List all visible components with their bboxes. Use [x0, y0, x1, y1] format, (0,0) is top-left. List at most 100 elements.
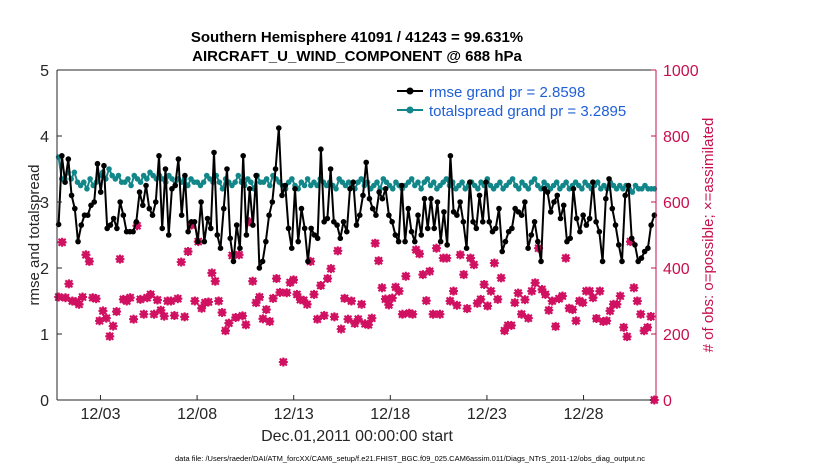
rmse-point — [298, 205, 305, 212]
totalspread-point — [443, 176, 450, 182]
rmse-point — [269, 199, 276, 205]
rmse-point — [538, 258, 544, 265]
rmse-point — [441, 209, 447, 215]
totalspread-point — [263, 176, 270, 182]
rmse-point — [509, 225, 515, 232]
rmse-point — [389, 219, 395, 225]
totalspread-point — [301, 182, 308, 189]
totalspread-point — [629, 189, 636, 195]
rmse-point — [522, 199, 528, 205]
totalspread-point — [80, 179, 87, 185]
rmse-point — [72, 205, 78, 212]
obs-assimilated-point — [493, 294, 503, 304]
obs-assimilated-point — [414, 249, 424, 259]
rmse-point — [360, 192, 366, 199]
obs-assimilated-point — [237, 311, 247, 321]
obs-assimilated-point — [346, 296, 356, 306]
rmse-point — [603, 195, 609, 202]
rmse-point — [198, 199, 204, 205]
obs-assimilated-point — [289, 275, 299, 285]
left-tick-label: 1 — [40, 327, 49, 344]
rmse-point — [373, 212, 379, 218]
rmse-point — [318, 146, 324, 152]
x-axis-ticks: 12/03 12/08 12/13 12/18 12/23 12/28 — [80, 395, 604, 423]
rmse-point — [557, 215, 564, 222]
obs-assimilated-point — [125, 293, 135, 303]
rmse-point — [437, 238, 444, 245]
rmse-point — [143, 182, 149, 189]
rmse-point — [292, 186, 298, 192]
rmse-point — [463, 245, 470, 251]
obs-assimilated-point — [431, 243, 441, 253]
left-axis-ticks: 0 1 2 3 4 5 — [40, 63, 62, 410]
obs-assimilated-point — [629, 283, 639, 293]
obs-assimilated-point — [455, 250, 465, 260]
obs-assimilated-point — [374, 256, 384, 266]
rmse-point — [525, 245, 531, 251]
obs-assimilated-point — [585, 286, 595, 296]
rmse-point — [75, 238, 81, 245]
rmse-point — [606, 176, 612, 182]
obs-assimilated-point — [169, 311, 179, 321]
rmse-point — [146, 205, 153, 212]
rmse-point — [622, 192, 629, 199]
rmse-point — [395, 238, 402, 245]
obs-assimilated-point — [203, 297, 213, 307]
x-tick-label: 12/18 — [370, 406, 410, 423]
totalspread-point — [553, 179, 560, 185]
rmse-point — [337, 235, 344, 242]
obs-assimilated-point — [108, 321, 118, 331]
rmse-point — [625, 182, 632, 189]
rmse-point — [567, 235, 573, 242]
obs-assimilated-point — [234, 250, 244, 260]
rmse-point — [230, 258, 237, 265]
right-tick-label: 800 — [663, 129, 690, 146]
rmse-point — [250, 222, 256, 228]
totalspread-point — [374, 179, 380, 185]
totalspread-point — [358, 176, 365, 182]
rmse-point — [483, 179, 489, 185]
obs-assimilated-point — [483, 301, 493, 311]
obs-assimilated-point — [632, 296, 642, 306]
totalspread-point — [531, 176, 538, 182]
right-tick-label: 1000 — [663, 63, 699, 80]
obs-assimilated-point — [377, 283, 387, 293]
rmse-point — [470, 219, 476, 225]
rmse-point — [580, 212, 586, 218]
rmse-point — [492, 225, 499, 232]
totalspread-point — [459, 179, 465, 185]
obs-assimilated-point — [537, 284, 547, 294]
rmse-point — [288, 245, 295, 251]
obs-assimilated-point — [520, 295, 530, 305]
totalspread-point — [509, 176, 516, 182]
rmse-point — [415, 212, 421, 218]
right-tick-label: 0 — [663, 393, 672, 410]
obs-assimilated-point — [268, 293, 278, 303]
obs-assimilated-point — [146, 289, 156, 299]
obs-assimilated-point — [370, 238, 380, 248]
rmse-point — [502, 238, 509, 245]
obs-assimilated-point — [74, 299, 84, 309]
totalspread-point — [314, 182, 320, 189]
left-tick-label: 0 — [40, 393, 49, 410]
legend: rmse grand pr = 2.8598 totalspread grand… — [397, 84, 626, 120]
obs-assimilated-point — [261, 305, 271, 315]
data-file-footer: data file: /Users/raeder/DAI/ATM_forcXX/… — [175, 454, 645, 463]
x-tick-label: 12/03 — [80, 406, 120, 423]
totalspread-point — [144, 176, 150, 182]
rmse-point — [612, 222, 619, 228]
rmse-point — [632, 242, 638, 248]
rmse-point — [130, 228, 136, 235]
obs-assimilated-point — [312, 314, 322, 324]
totalspread-point — [71, 169, 78, 176]
rmse-point — [363, 159, 370, 166]
rmse-point — [392, 232, 399, 238]
rmse-point — [110, 215, 117, 222]
obs-assimilated-point — [207, 268, 217, 278]
obs-assimilated-point — [479, 280, 489, 289]
totalspread-point — [169, 176, 175, 182]
obs-assimilated-point — [353, 314, 363, 324]
obs-assimilated-point — [367, 313, 377, 323]
obs-assimilated-point — [551, 321, 561, 331]
rmse-point — [149, 212, 156, 218]
